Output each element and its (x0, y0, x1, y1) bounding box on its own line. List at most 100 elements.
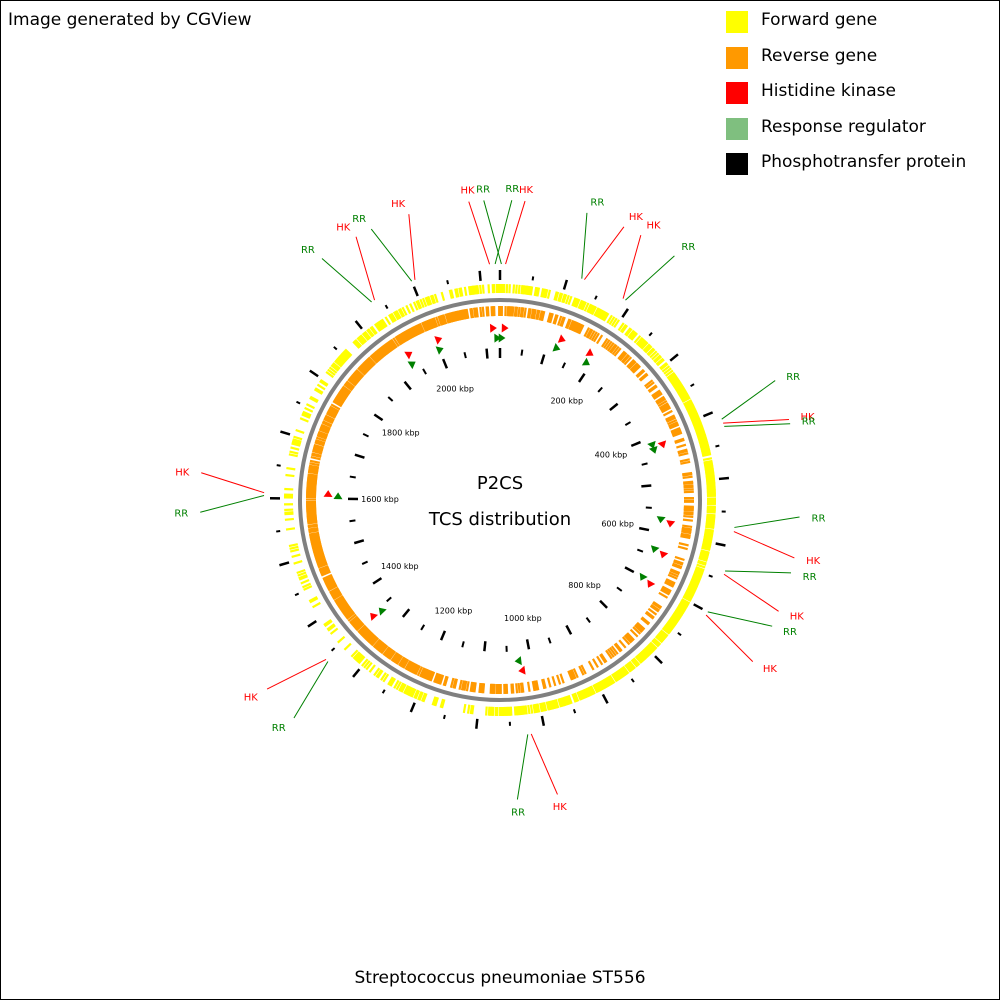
outer-major-tick (354, 320, 363, 330)
forward-gene-bar (672, 612, 682, 619)
reverse-gene-bar (639, 373, 649, 382)
forward-gene-bar (297, 571, 307, 577)
forward-gene-bar (702, 452, 712, 458)
reverse-gene-bar (608, 646, 617, 657)
reverse-gene-bar (664, 581, 675, 588)
forward-gene-bar (700, 447, 711, 452)
forward-gene-bar (324, 620, 333, 628)
outer-major-tick (475, 718, 479, 729)
forward-gene-bar (528, 286, 532, 296)
reverse-gene-bar (357, 624, 367, 634)
outer-minor-tick (677, 632, 682, 637)
reverse-gene-bar (307, 470, 319, 475)
reverse-gene-bar (448, 312, 454, 323)
forward-gene-bar (527, 285, 531, 296)
position-minor-tick (386, 596, 392, 603)
reverse-gene-bar (312, 448, 323, 454)
reverse-gene-bar (677, 545, 688, 551)
hk-callout-label: HK (646, 221, 661, 232)
reverse-gene-bar (485, 306, 489, 317)
forward-gene-bar (542, 288, 547, 298)
reverse-gene-bar (641, 616, 651, 625)
reverse-gene-bar (393, 653, 402, 664)
forward-gene-bar (652, 638, 661, 647)
reverse-gene-bar (415, 324, 422, 335)
forward-gene-bar (648, 642, 657, 651)
reverse-gene-bar (575, 323, 583, 334)
position-tick-label: 200 kbp (550, 396, 583, 405)
forward-gene-bar (696, 563, 706, 569)
reverse-gene-bar (426, 319, 433, 330)
reverse-gene-bar (330, 403, 341, 411)
reverse-gene-bar (456, 310, 462, 321)
reverse-gene-bar (513, 306, 517, 317)
reverse-gene-bar (421, 668, 428, 679)
forward-gene-bar (535, 703, 539, 713)
position-minor-tick (636, 548, 644, 553)
forward-gene-bar (601, 311, 609, 321)
reverse-gene-bar (511, 683, 515, 694)
forward-gene-bar (553, 291, 558, 301)
reverse-gene-bar (306, 509, 317, 512)
forward-gene-bar (376, 321, 384, 331)
forward-gene-bar (694, 424, 704, 430)
forward-gene-bar (527, 704, 531, 715)
reverse-gene-bar (316, 558, 327, 564)
reverse-gene-bar (532, 309, 537, 320)
reverse-gene-bar (377, 642, 386, 652)
hk-callout-label: HK (175, 468, 190, 479)
reverse-gene-bar (313, 443, 324, 449)
reverse-gene-bar (511, 306, 515, 317)
forward-gene-bar (298, 573, 308, 580)
reverse-gene-bar (438, 315, 444, 326)
reverse-gene-bar (361, 629, 371, 638)
reverse-gene-bar (358, 365, 368, 374)
rr-callout-line (516, 734, 529, 800)
forward-gene-bar (301, 582, 312, 589)
forward-gene-bar (686, 406, 696, 413)
forward-gene-bar (377, 320, 385, 330)
forward-gene-bar (635, 654, 644, 663)
outer-major-tick (409, 702, 416, 713)
reverse-gene-bar (310, 456, 321, 461)
forward-gene-bar (557, 698, 563, 708)
forward-gene-bar (675, 385, 685, 393)
reverse-gene-bar (314, 441, 325, 447)
reverse-gene-bar (310, 539, 321, 545)
forward-gene-bar (695, 430, 706, 435)
reverse-gene-bar (328, 586, 339, 594)
reverse-gene-bar (683, 480, 694, 484)
forward-gene-bar (639, 651, 648, 660)
reverse-gene-bar (539, 310, 545, 321)
forward-gene-bar (702, 541, 712, 546)
rr-callout-label: RR (812, 514, 826, 525)
forward-gene-bar (519, 705, 523, 716)
reverse-gene-bar (307, 519, 318, 524)
reverse-gene-bar (308, 531, 320, 536)
forward-gene-bar (419, 298, 425, 308)
reverse-gene-bar (307, 518, 318, 522)
forward-gene-bar (666, 371, 676, 379)
reverse-gene-bar (660, 404, 670, 412)
forward-gene-bar (342, 350, 351, 359)
forward-gene-bar (697, 436, 708, 442)
forward-gene-bar (583, 302, 590, 312)
forward-gene-bar (536, 287, 541, 297)
reverse-gene-bar (365, 359, 374, 368)
reverse-gene-bar (470, 307, 475, 319)
reverse-gene-bar (623, 356, 633, 366)
reverse-gene-bar (623, 634, 633, 644)
forward-gene-bar (293, 435, 303, 441)
forward-gene-bar (663, 625, 672, 633)
reverse-gene-bar (614, 642, 623, 652)
reverse-gene-bar (391, 652, 400, 663)
hk-marker (647, 579, 656, 588)
forward-gene-bar (432, 696, 438, 706)
rr-callout-line (370, 228, 413, 282)
reverse-gene-bar (585, 328, 593, 339)
reverse-gene-bar (670, 428, 682, 434)
forward-gene-bar (434, 697, 440, 707)
forward-gene-bar (378, 320, 386, 329)
forward-gene-bar (614, 671, 622, 680)
rr-callout-label: RR (803, 572, 817, 583)
